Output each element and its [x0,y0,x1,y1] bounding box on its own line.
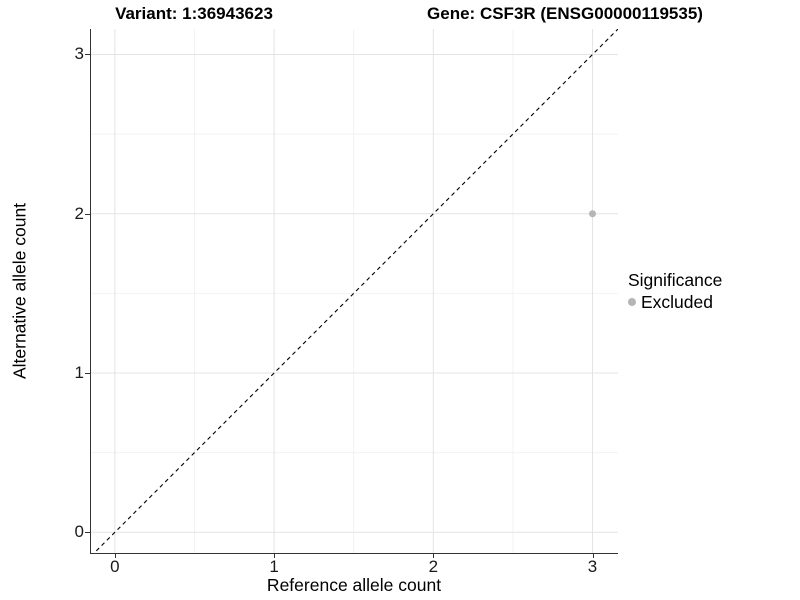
x-tick-mark [274,553,276,558]
legend-point-icon [628,298,636,306]
x-tick-label: 3 [587,557,598,576]
plot-title-variant: Variant: 1:36943623 [115,4,273,23]
legend-title: Significance [628,270,723,290]
x-tick-mark [114,553,116,558]
y-tick-label: 0 [74,522,84,542]
y-tick-label: 1 [74,363,84,383]
legend-item-excluded: Excluded [628,292,722,312]
x-tick-label: 1 [269,557,279,576]
y-tick-label: 2 [74,203,84,223]
identity-dashed-line [93,29,618,553]
y-tick-mark [85,532,90,534]
y-tick-mark [85,54,90,56]
plot-panel [90,29,618,554]
data-point [589,210,597,218]
plot-title-gene: Gene: CSF3R (ENSG00000119535) [427,4,703,23]
y-tick-label: 3 [74,44,84,64]
x-tick-mark [433,553,435,558]
x-tick-mark [592,553,594,558]
y-tick-mark [85,373,90,375]
y-axis-title: Alternative allele count [9,202,30,380]
y-tick-mark [85,213,90,215]
legend-item-label: Excluded [641,292,713,312]
legend: Significance Excluded [628,270,722,312]
plot-canvas [91,29,618,553]
x-tick-label: 0 [110,557,120,576]
x-tick-label: 2 [428,557,439,576]
x-axis-title: Reference allele count [266,575,442,595]
